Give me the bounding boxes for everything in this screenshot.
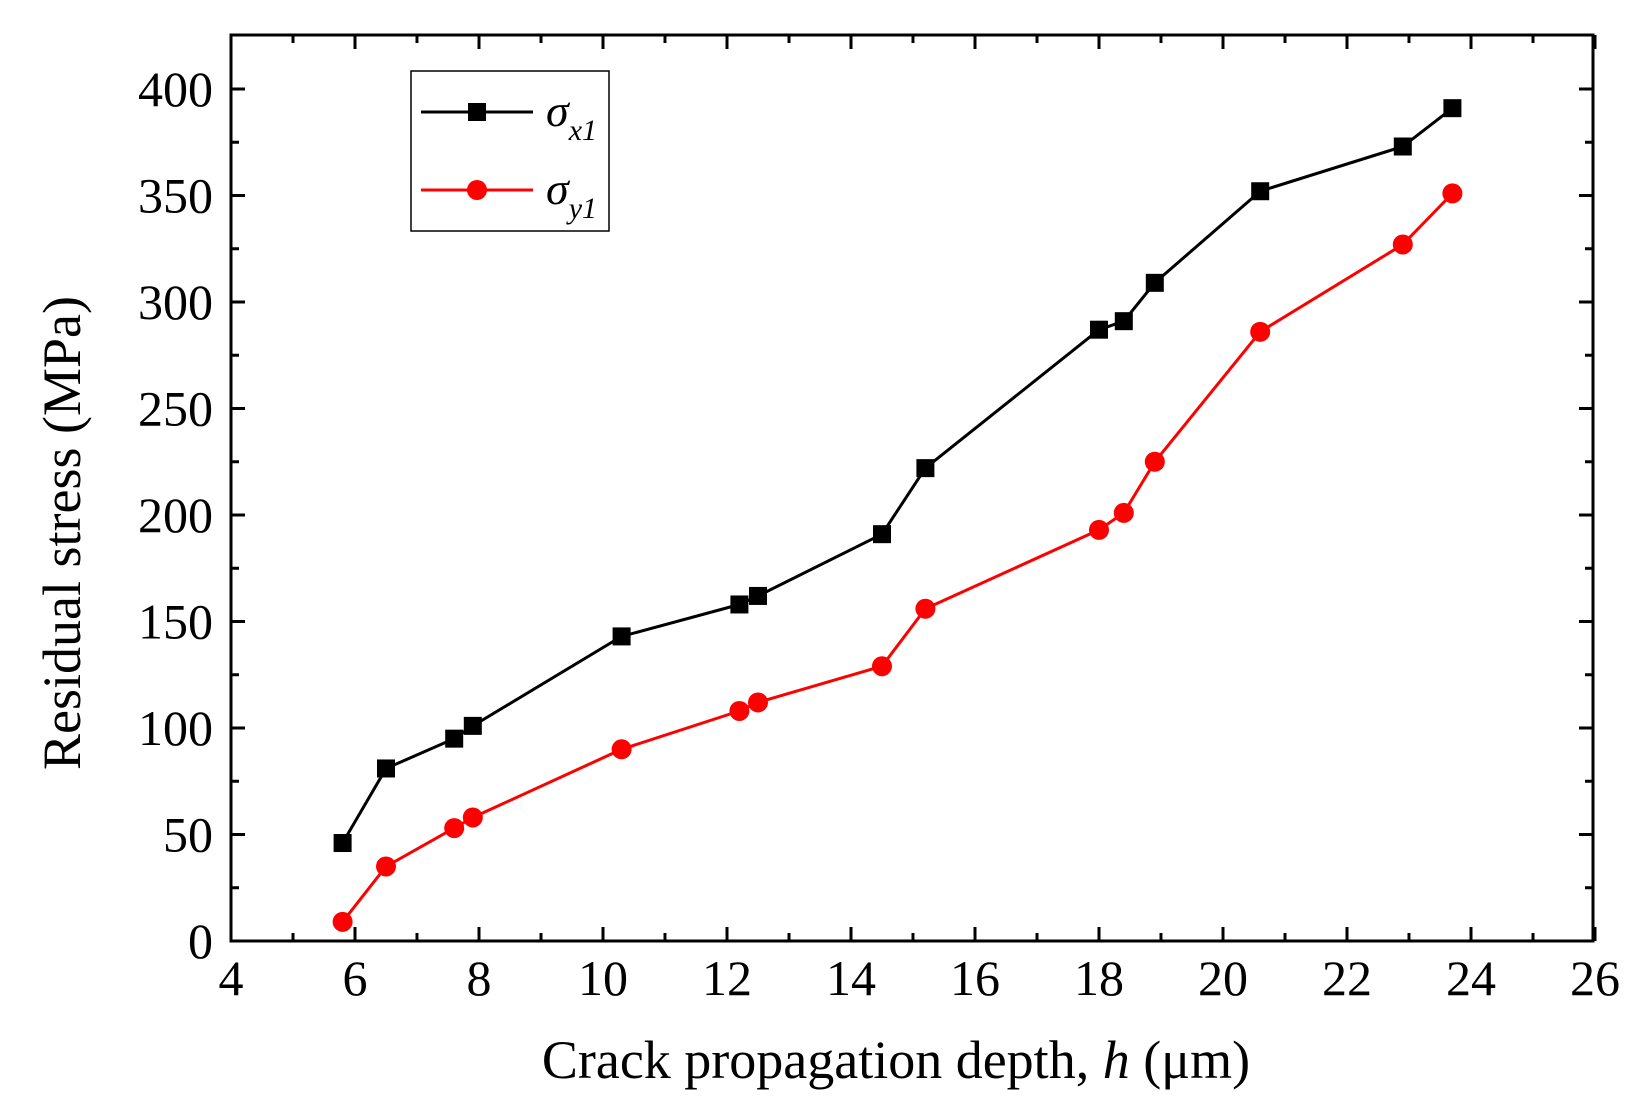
data-point-x1	[463, 716, 482, 735]
data-point-y1	[376, 856, 396, 877]
x-tick-label: 26	[1570, 950, 1620, 1006]
data-point-y1	[1442, 183, 1463, 204]
legend-label-sigma-x1: σx1	[546, 85, 597, 147]
data-point-y1	[872, 656, 892, 677]
legend-marker-circle	[467, 180, 487, 200]
x-tick-label: 18	[1074, 950, 1124, 1006]
data-point-y1	[1250, 321, 1271, 342]
data-point-y1	[332, 911, 353, 932]
legend-marker-square	[468, 103, 486, 121]
data-point-x1	[1145, 273, 1164, 292]
y-tick-label: 300	[138, 274, 213, 330]
data-point-y1	[462, 807, 483, 828]
data-point-y1	[1089, 519, 1109, 540]
data-point-x1	[916, 459, 935, 478]
y-tick-label: 50	[163, 807, 213, 863]
legend: σx1 σy1	[410, 70, 610, 232]
y-tick-label: 0	[188, 913, 213, 969]
data-point-y1	[1113, 502, 1134, 523]
y-tick-label: 350	[138, 168, 213, 224]
data-point-y1	[444, 818, 465, 839]
data-point-y1	[1392, 234, 1413, 255]
y-tick-label: 150	[138, 594, 213, 650]
x-axis-title: Crack propagation depth, h (μm)	[542, 1030, 1250, 1090]
x-tick-label: 16	[950, 950, 1000, 1006]
x-tick-label: 24	[1446, 950, 1496, 1006]
data-point-x1	[1443, 99, 1462, 118]
legend-box	[410, 70, 610, 232]
y-axis-title: Residual stress (MPa)	[32, 296, 92, 770]
x-tick-label: 6	[343, 950, 368, 1006]
y-tick-label: 250	[138, 381, 213, 437]
y-tick-label: 400	[138, 61, 213, 117]
data-point-x1	[730, 595, 749, 614]
data-point-x1	[1251, 182, 1270, 201]
data-point-x1	[1393, 137, 1412, 156]
legend-label-sigma-y1: σy1	[546, 163, 597, 225]
x-tick-label: 4	[219, 950, 244, 1006]
y-tick-label: 200	[138, 487, 213, 543]
y-tick-label: 100	[138, 700, 213, 756]
data-point-x1	[1090, 320, 1108, 339]
data-point-x1	[749, 586, 767, 605]
data-point-x1	[1114, 312, 1133, 331]
data-point-x1	[445, 729, 464, 748]
data-point-x1	[612, 627, 631, 646]
data-point-x1	[377, 759, 395, 778]
axis-ticks: 4 6 8 10 12 14 16 18 20 22 24 26 0 50 100 150 200 250 300 3…	[138, 35, 1620, 1006]
x-tick-label: 22	[1322, 950, 1372, 1006]
data-point-y1	[748, 692, 768, 713]
x-tick-label: 14	[826, 950, 876, 1006]
data-point-x1	[333, 834, 352, 853]
x-tick-label: 10	[578, 950, 628, 1006]
data-point-y1	[1144, 451, 1165, 472]
x-tick-label: 8	[467, 950, 492, 1006]
data-point-x1	[873, 525, 891, 544]
data-point-y1	[611, 739, 632, 760]
x-tick-label: 20	[1198, 950, 1248, 1006]
data-point-y1	[915, 598, 936, 619]
x-tick-label: 12	[702, 950, 752, 1006]
data-series	[332, 99, 1463, 932]
data-point-y1	[729, 700, 750, 721]
series-line-y1	[341, 192, 1454, 923]
